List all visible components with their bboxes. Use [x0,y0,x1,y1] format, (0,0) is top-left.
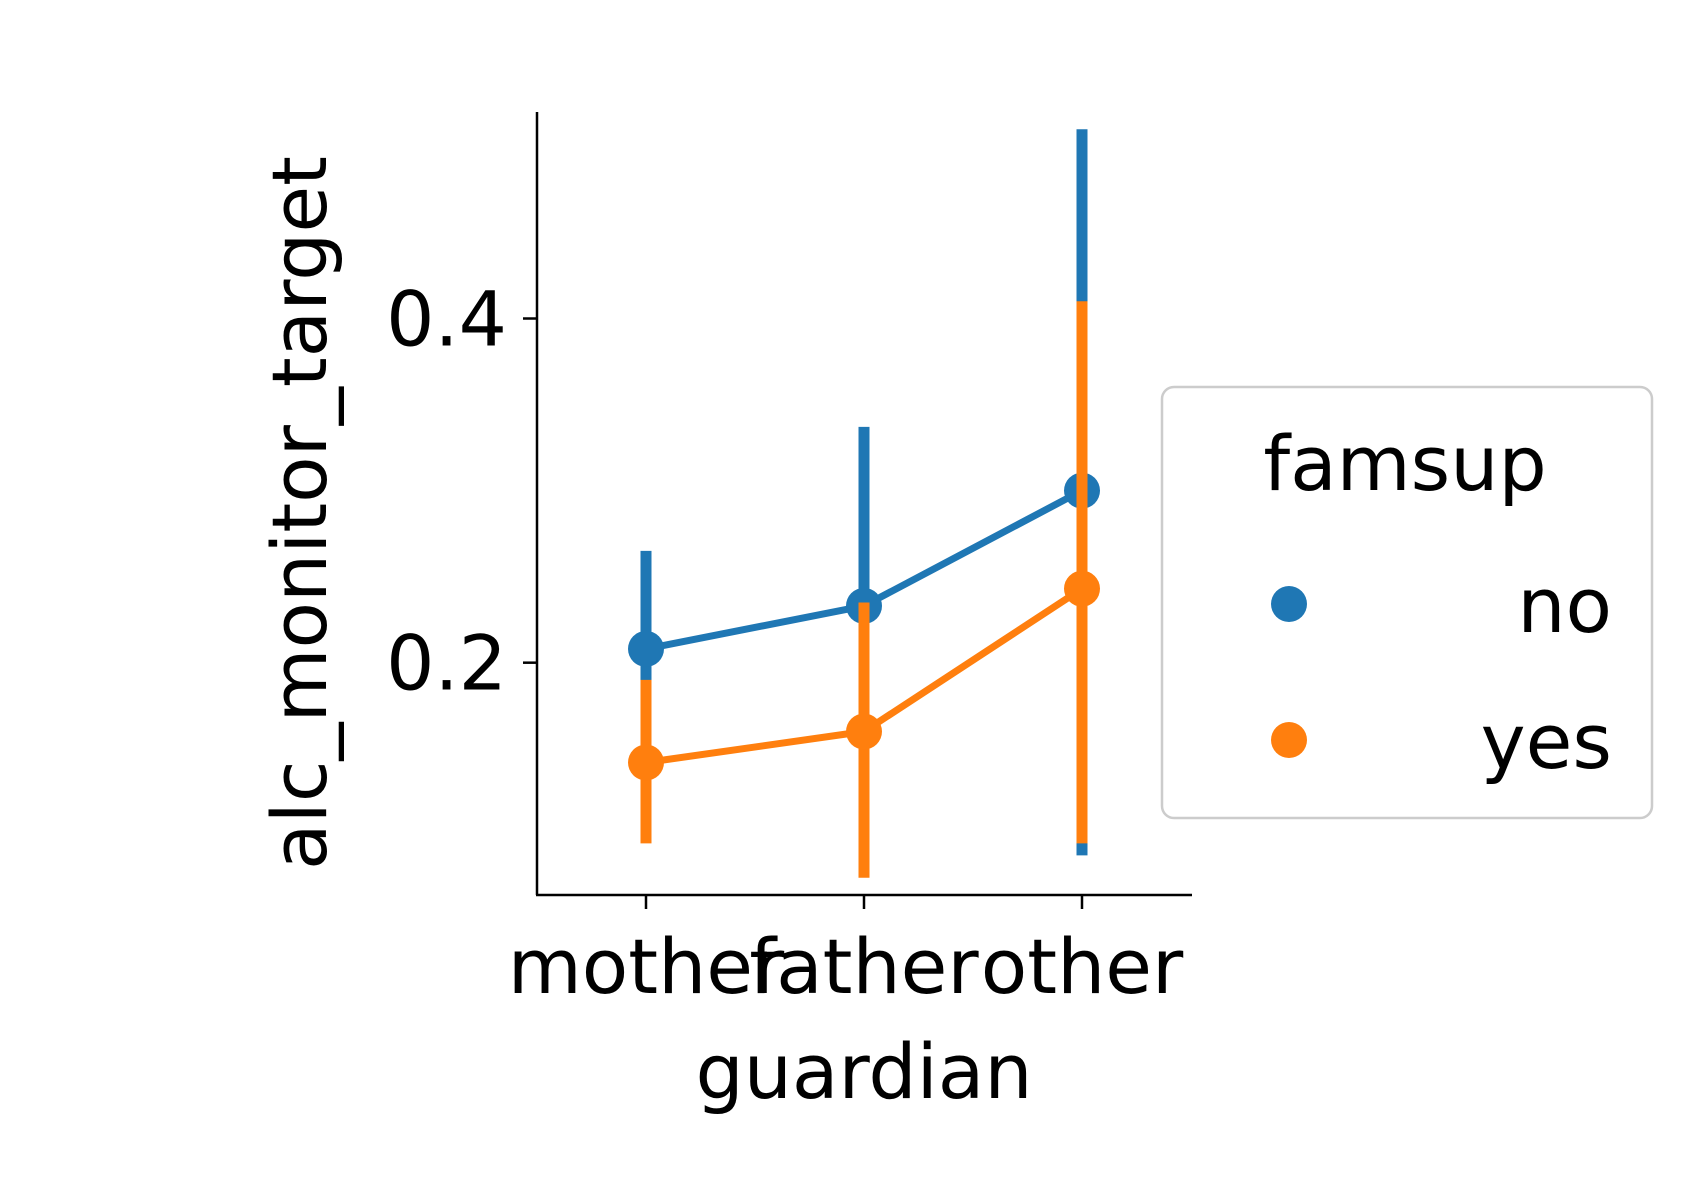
data-point [628,744,664,781]
data-point [628,630,664,667]
legend: famsup no yes [1160,385,1654,820]
y-axis-label: alc_monitor_target [255,156,344,870]
x-tick-label: mother [508,922,785,1011]
legend-label: no [1517,561,1612,650]
y-axis-ticks: 0.2 0.4 [386,275,537,708]
legend-items: no yes [1271,561,1612,786]
series-yes [628,301,1100,878]
legend-title: famsup [1263,419,1546,508]
x-tick-label: father [749,922,979,1011]
legend-item-no: no [1271,561,1612,650]
data-point [846,713,882,750]
legend-marker [1271,586,1307,622]
y-tick-label: 0.2 [386,619,507,708]
x-axis-label: guardian [696,1027,1033,1116]
series-layer [628,129,1100,878]
y-tick-label: 0.4 [386,275,507,364]
legend-frame [1160,385,1654,820]
data-point [1064,570,1100,607]
x-tick-label: other [981,922,1184,1011]
legend-item-yes: yes [1271,697,1612,786]
legend-marker [1271,722,1307,758]
legend-label: yes [1481,697,1612,786]
